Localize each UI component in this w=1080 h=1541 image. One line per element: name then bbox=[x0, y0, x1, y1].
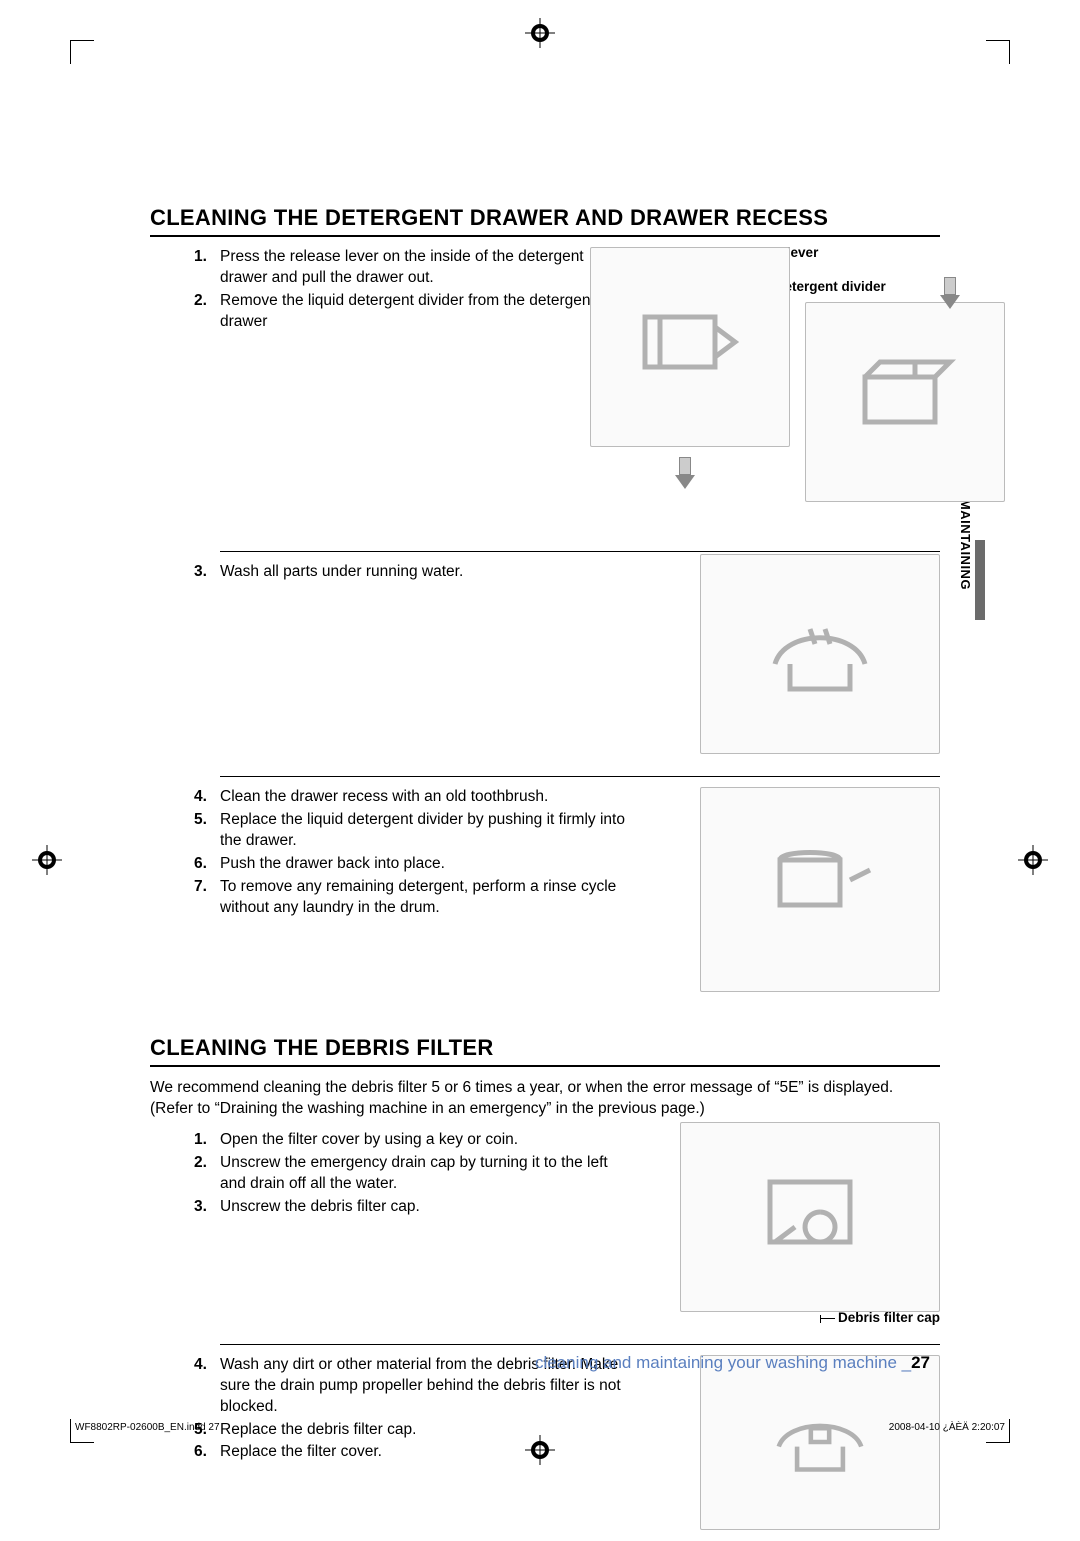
registration-mark-icon bbox=[32, 845, 62, 875]
side-tab-marker bbox=[975, 540, 985, 620]
step-item: Clean the drawer recess with an old toot… bbox=[220, 787, 630, 808]
step-list: Press the release lever on the inside of… bbox=[150, 247, 630, 335]
step-item: Replace the filter cover. bbox=[220, 1442, 630, 1463]
indesign-slug: WF8802RP-02600B_EN.indd 27 bbox=[75, 1422, 220, 1433]
callout-debris-cap: Debris filter cap bbox=[821, 1310, 940, 1325]
print-date: 2008-04-10 ¿ÀÈÄ 2:20:07 bbox=[889, 1422, 1005, 1433]
step-item: To remove any remaining detergent, perfo… bbox=[220, 877, 630, 919]
section-heading-debris: CLEANING THE DEBRIS FILTER bbox=[150, 1035, 940, 1067]
divider bbox=[220, 551, 940, 552]
step-item: Wash all parts under running water. bbox=[220, 562, 630, 583]
step-block: Press the release lever on the inside of… bbox=[150, 247, 940, 537]
figure-debris-cap: Debris filter cap bbox=[630, 1130, 940, 1230]
step-list: Wash all parts under running water. bbox=[150, 562, 630, 585]
registration-mark-icon bbox=[1018, 845, 1048, 875]
callout-text: Debris filter cap bbox=[838, 1310, 940, 1325]
step-item: Remove the liquid detergent divider from… bbox=[220, 291, 630, 333]
figure-drawer-remove: Release lever Liquid detergent divider bbox=[630, 247, 940, 347]
step-block: Clean the drawer recess with an old toot… bbox=[150, 787, 940, 1007]
page-content: CLEANING THE DETERGENT DRAWER AND DRAWER… bbox=[150, 205, 940, 1541]
manual-page: 03 CLEANING AND MAINTAINING CLEANING THE… bbox=[0, 0, 1080, 1483]
step-item: Unscrew the debris filter cap. bbox=[220, 1197, 630, 1218]
divider bbox=[220, 776, 940, 777]
footer-text: cleaning and maintaining your washing ma… bbox=[535, 1353, 911, 1372]
step-block: Wash all parts under running water. bbox=[150, 562, 940, 762]
step-item: Press the release lever on the inside of… bbox=[220, 247, 630, 289]
step-item: Open the filter cover by using a key or … bbox=[220, 1130, 630, 1151]
crop-mark bbox=[70, 40, 94, 64]
crop-mark bbox=[986, 40, 1010, 64]
figure-clean-recess bbox=[630, 787, 940, 887]
step-item: Replace the liquid detergent divider by … bbox=[220, 810, 630, 852]
page-number: 27 bbox=[911, 1353, 930, 1372]
divider bbox=[220, 1344, 940, 1345]
step-item: Push the drawer back into place. bbox=[220, 854, 630, 875]
running-footer: cleaning and maintaining your washing ma… bbox=[535, 1353, 930, 1373]
step-block: Wash any dirt or other material from the… bbox=[150, 1355, 940, 1535]
step-item: Replace the debris filter cap. bbox=[220, 1420, 630, 1441]
step-block: Open the filter cover by using a key or … bbox=[150, 1130, 940, 1330]
section-intro: We recommend cleaning the debris filter … bbox=[150, 1077, 940, 1120]
step-item: Unscrew the emergency drain cap by turni… bbox=[220, 1153, 630, 1195]
registration-mark-icon bbox=[525, 18, 555, 48]
figure-wash-parts bbox=[630, 562, 940, 662]
step-list: Clean the drawer recess with an old toot… bbox=[150, 787, 630, 921]
step-list: Open the filter cover by using a key or … bbox=[150, 1130, 630, 1220]
section-heading-drawer: CLEANING THE DETERGENT DRAWER AND DRAWER… bbox=[150, 205, 940, 237]
